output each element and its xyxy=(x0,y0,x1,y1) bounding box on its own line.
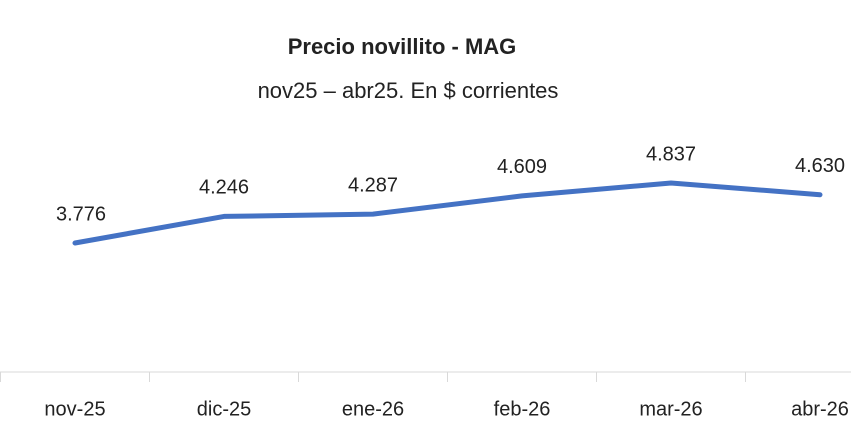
data-label: 4.246 xyxy=(199,177,249,199)
data-label: 4.609 xyxy=(497,156,547,178)
data-label: 4.837 xyxy=(646,143,696,165)
x-tick-label: feb-26 xyxy=(494,398,551,420)
x-tick-label: abr-26 xyxy=(791,398,849,420)
line-series xyxy=(72,180,823,246)
chart-subtitle: nov25 – abr25. En $ corrientes xyxy=(258,78,559,103)
data-label: 4.630 xyxy=(795,155,845,177)
x-tick-label: nov-25 xyxy=(44,398,105,420)
x-tick-label: ene-26 xyxy=(342,398,404,420)
chart-title: Precio novillito - MAG xyxy=(288,34,517,59)
x-tick-label: dic-25 xyxy=(197,398,251,420)
data-label: 3.776 xyxy=(56,203,106,225)
x-tick-label: mar-26 xyxy=(639,398,702,420)
data-label: 4.287 xyxy=(348,174,398,196)
